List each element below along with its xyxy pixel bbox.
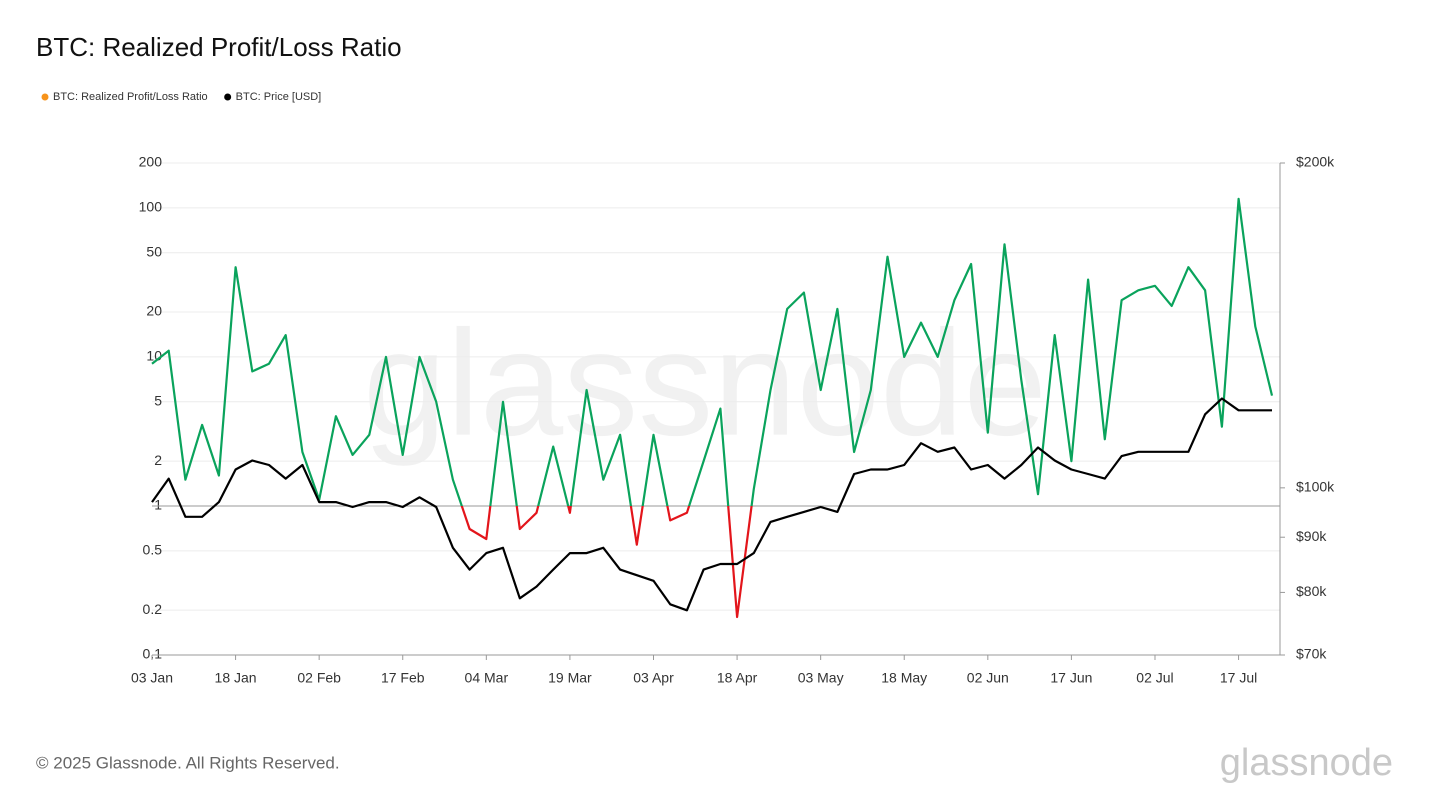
y-tick-label: 200 bbox=[139, 154, 163, 170]
legend-label: BTC: Realized Profit/Loss Ratio bbox=[53, 91, 208, 103]
y-tick-label: 100 bbox=[139, 199, 163, 215]
y2-tick-label: $100k bbox=[1296, 479, 1335, 495]
logo: glassnode bbox=[1220, 742, 1393, 784]
x-tick-label: 02 Jul bbox=[1136, 670, 1173, 686]
x-tick-label: 17 Jul bbox=[1220, 670, 1257, 686]
x-tick-label: 18 May bbox=[881, 670, 927, 686]
x-tick-label: 04 Mar bbox=[465, 670, 509, 686]
footer: © 2025 Glassnode. All Rights Reserved. bbox=[36, 753, 340, 772]
y-tick-label: 50 bbox=[146, 243, 162, 259]
ratio-line-above bbox=[151, 197, 1274, 506]
legend-marker bbox=[41, 93, 49, 101]
y2-tick-label: $80k bbox=[1296, 583, 1327, 599]
x-tick-label: 03 Jan bbox=[131, 670, 173, 686]
chart-title: BTC: Realized Profit/Loss Ratio bbox=[36, 32, 402, 62]
y-tick-label: 0.2 bbox=[143, 601, 163, 617]
y-tick-label: 20 bbox=[146, 303, 162, 319]
y-tick-label: 0.1 bbox=[143, 646, 163, 662]
x-tick-label: 03 Apr bbox=[633, 670, 674, 686]
y-tick-label: 1 bbox=[154, 497, 162, 513]
x-tick-label: 02 Feb bbox=[297, 670, 341, 686]
x-tick-label: 03 May bbox=[798, 670, 844, 686]
y2-tick-label: $200k bbox=[1296, 154, 1335, 170]
x-tick-label: 17 Jun bbox=[1050, 670, 1092, 686]
price-line bbox=[151, 397, 1272, 612]
x-tick-label: 19 Mar bbox=[548, 670, 592, 686]
y2-tick-label: $90k bbox=[1296, 528, 1327, 544]
y-tick-label: 0.5 bbox=[143, 542, 163, 558]
x-tick-label: 02 Jun bbox=[967, 670, 1009, 686]
x-tick-label: 18 Jan bbox=[215, 670, 257, 686]
legend-label: BTC: Price [USD] bbox=[236, 91, 322, 103]
watermark: glassnode bbox=[363, 299, 1047, 467]
y-tick-label: 2 bbox=[154, 452, 162, 468]
x-tick-label: 18 Apr bbox=[717, 670, 758, 686]
y2-tick-label: $70k bbox=[1296, 646, 1327, 662]
y-tick-label: 5 bbox=[154, 392, 162, 408]
legend-marker bbox=[224, 93, 232, 101]
x-tick-label: 17 Feb bbox=[381, 670, 425, 686]
